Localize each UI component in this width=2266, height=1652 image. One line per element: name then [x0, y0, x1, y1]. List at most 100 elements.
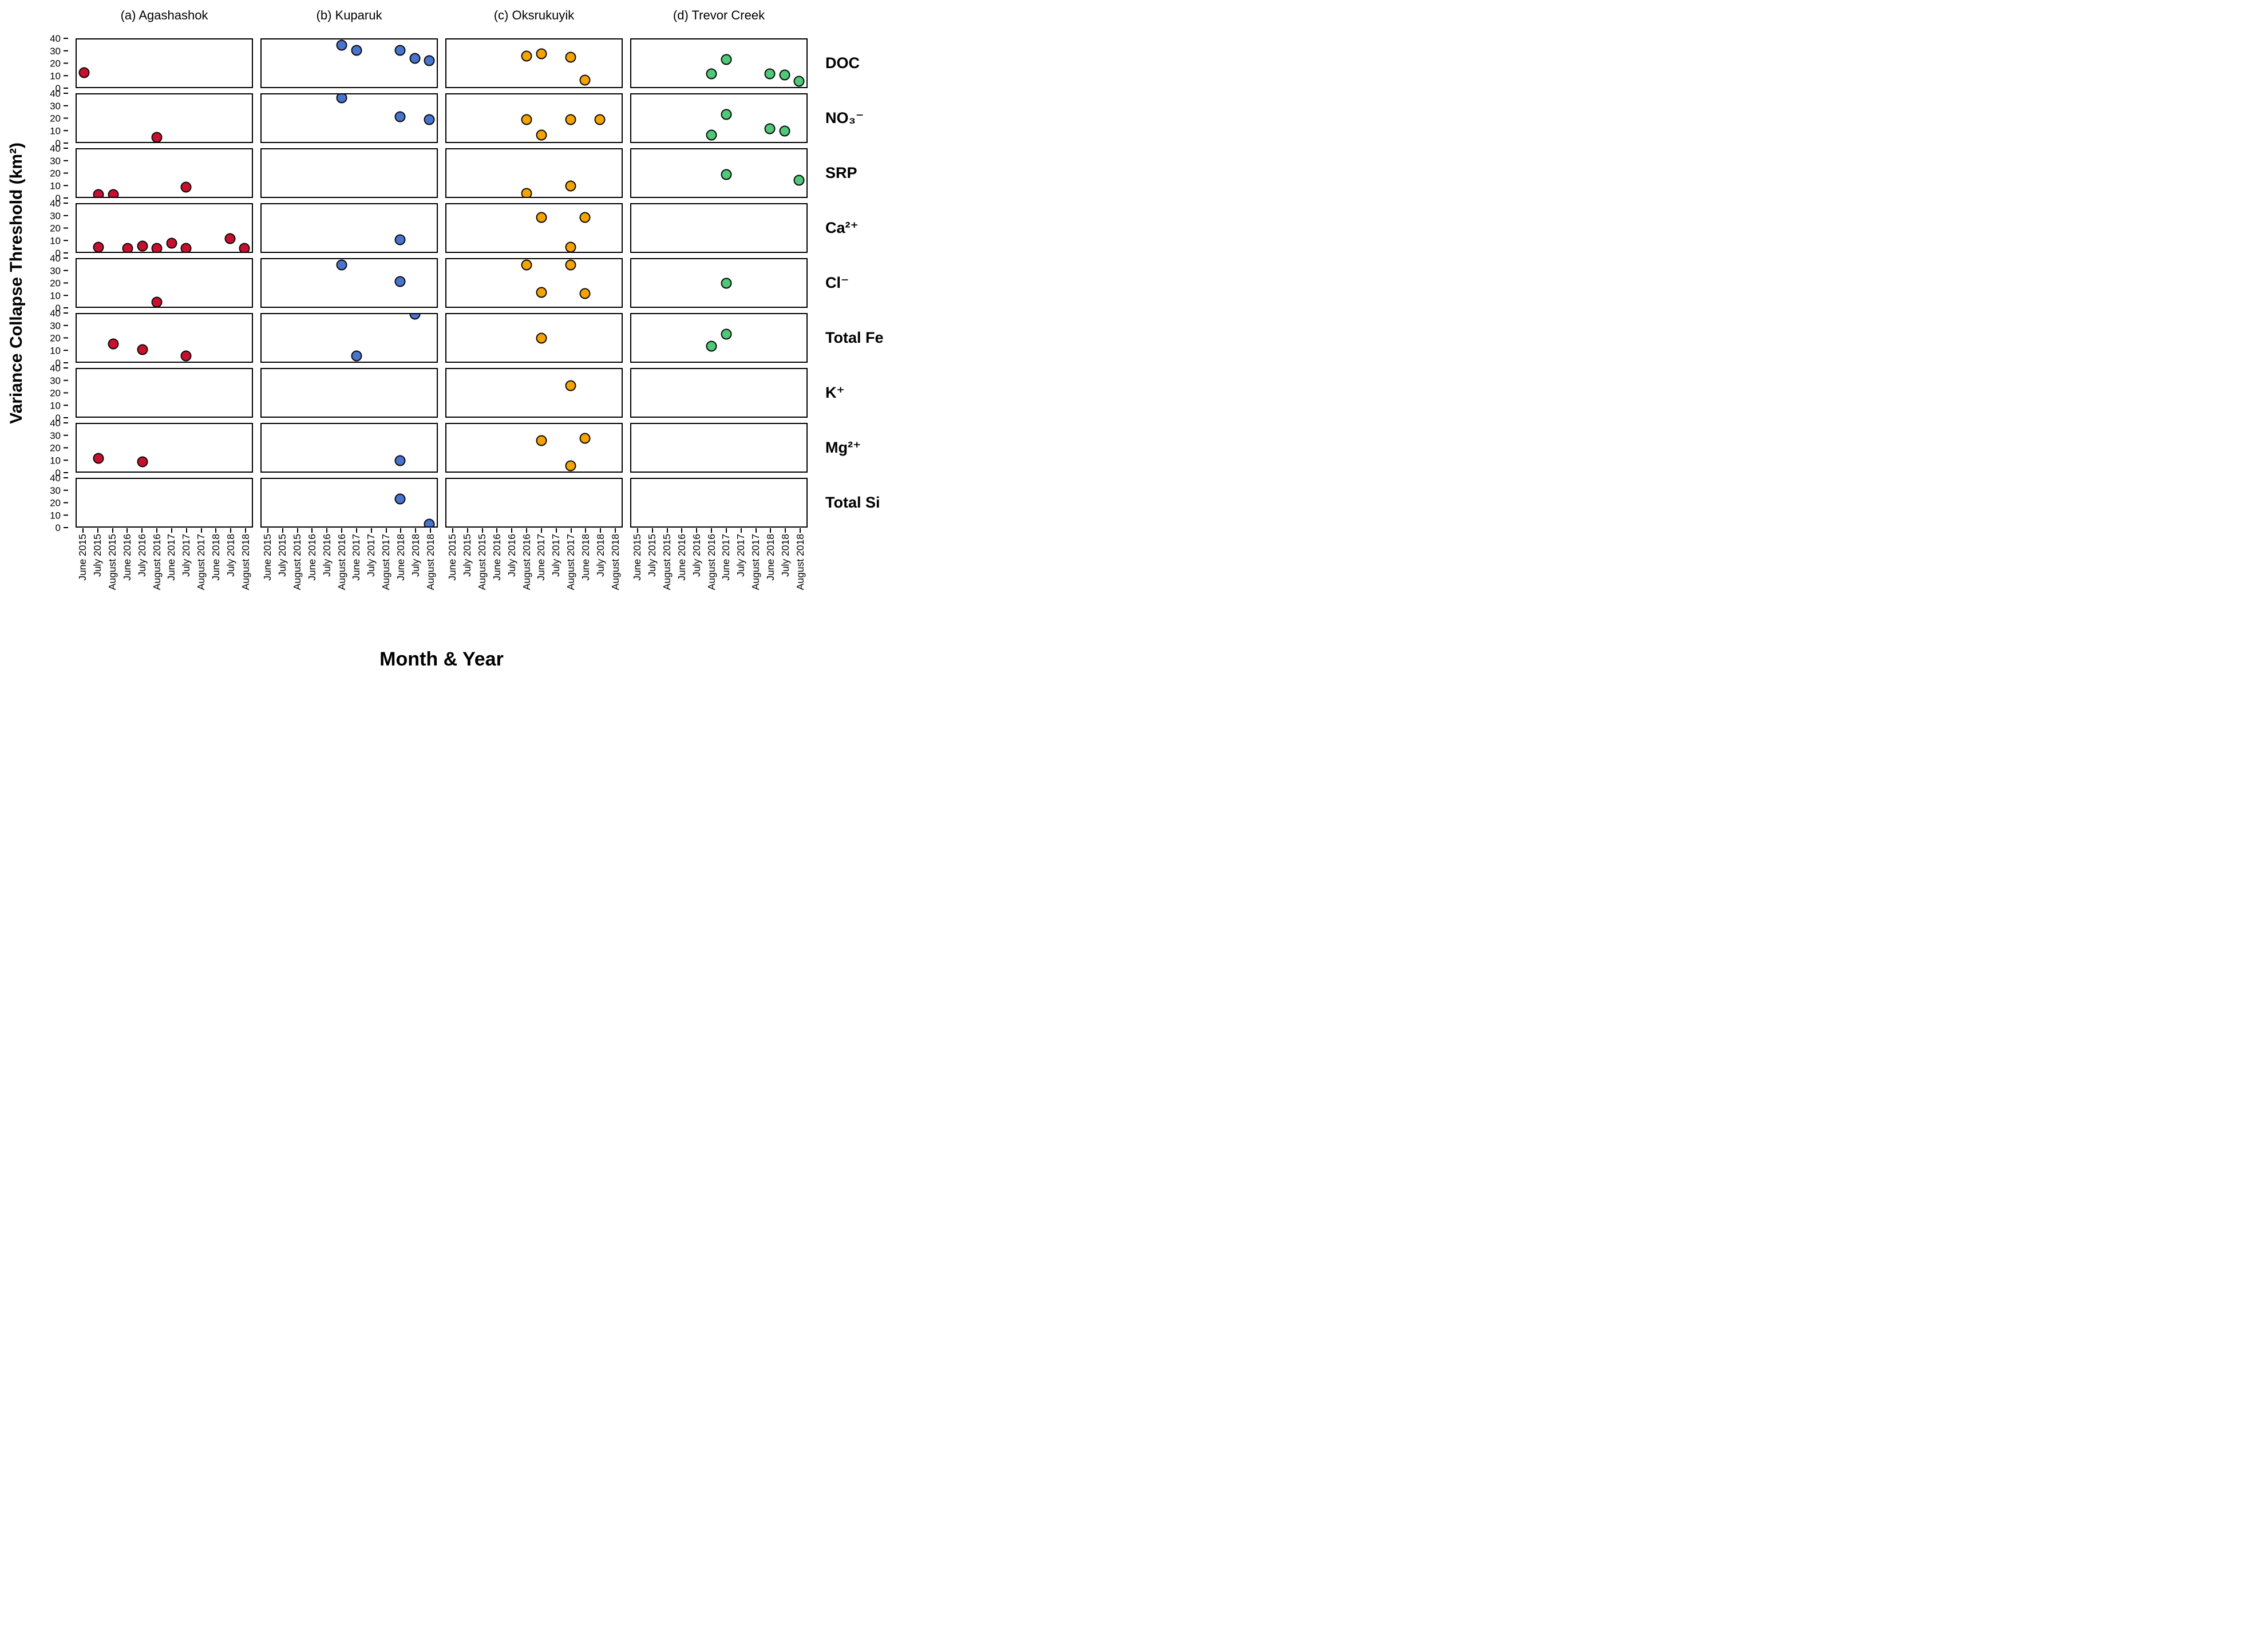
y-tick-label: 20: [50, 278, 61, 289]
panel-oksrukuyik-doc: [445, 38, 623, 88]
row-label-srp: SRP: [815, 148, 912, 198]
data-point: [536, 287, 547, 298]
y-tick-label: 0: [56, 303, 61, 314]
x-tick-label-text: July 2015: [461, 534, 473, 577]
data-point: [521, 50, 532, 62]
data-point: [93, 453, 104, 464]
x-tick-mark: [282, 528, 283, 533]
x-tick-label-text: June 2016: [491, 534, 503, 581]
x-axis-ticks-agashashok: June 2015 July 2015 August 2015 June 2016 Ju…: [76, 528, 253, 630]
x-tick-mark: [156, 528, 158, 533]
x-tick-label: July 2018: [408, 532, 423, 624]
x-tick-mark: [415, 528, 417, 533]
panel-kuparuk-si: [260, 478, 438, 528]
row-label-ca: Ca²⁺: [815, 203, 912, 253]
x-tick-label: July 2016: [319, 532, 334, 624]
data-point: [180, 350, 192, 362]
data-point: [565, 180, 576, 192]
x-tick-mark: [171, 528, 172, 533]
x-tick-label: August 2018: [793, 532, 808, 624]
y-tick-label: 10: [50, 400, 61, 411]
x-axis-ticks-trevor_creek: June 2015 July 2015 August 2015 June 2016 Ju…: [630, 528, 808, 630]
x-tick-label: June 2015: [445, 532, 460, 624]
x-tick-mark: [326, 528, 328, 533]
data-point: [779, 69, 790, 81]
x-tick-mark: [540, 528, 542, 533]
x-tick-mark: [755, 528, 757, 533]
data-point: [721, 169, 732, 180]
panel-trevor_creek-doc: [630, 38, 808, 88]
panel-kuparuk-cl: [260, 258, 438, 308]
y-tick-label: 0: [56, 522, 61, 533]
data-point: [779, 125, 790, 137]
x-tick-label: July 2018: [593, 532, 608, 624]
x-tick-mark: [785, 528, 786, 533]
x-tick-label-text: June 2016: [121, 534, 133, 581]
x-tick-mark: [97, 528, 98, 533]
x-tick-label: July 2015: [275, 532, 290, 624]
y-axis-title: Variance Collapse Threshold (km²): [3, 38, 30, 528]
x-tick-mark: [636, 528, 638, 533]
data-point: [180, 181, 192, 193]
y-tick-label: 30: [50, 211, 61, 221]
x-tick-mark: [215, 528, 217, 533]
x-tick-label-text: June 2015: [77, 534, 89, 581]
x-tick-mark: [585, 528, 587, 533]
y-tick-label: 40: [50, 418, 61, 429]
panel-oksrukuyik-cl: [445, 258, 623, 308]
data-point: [793, 76, 805, 87]
panel-agashashok-cl: [76, 258, 253, 308]
row-label-text: Cl⁻: [825, 274, 849, 291]
x-tick-label-text: August 2018: [424, 534, 436, 591]
panel-oksrukuyik-k: [445, 368, 623, 418]
y-axis-ticks-si: 40 30 20 10 0: [37, 473, 68, 533]
x-tick-label: July 2015: [90, 532, 105, 624]
data-point: [565, 380, 576, 391]
x-tick-label: July 2017: [364, 532, 379, 624]
data-point: [151, 296, 163, 307]
data-point: [706, 129, 717, 141]
x-tick-mark: [681, 528, 683, 533]
data-point: [536, 129, 547, 141]
x-tick-mark: [385, 528, 387, 533]
x-tick-mark: [696, 528, 698, 533]
row-label-text: Ca²⁺: [825, 219, 859, 236]
x-tick-mark: [666, 528, 668, 533]
data-point: [764, 68, 776, 80]
x-tick-label: August 2018: [608, 532, 623, 624]
x-tick-label-text: August 2015: [476, 534, 488, 591]
row-label-text: Total Fe: [825, 329, 884, 346]
panel-trevor_creek-srp: [630, 148, 808, 198]
x-tick-mark: [511, 528, 513, 533]
panel-oksrukuyik-no3: [445, 93, 623, 143]
x-tick-label-text: June 2017: [350, 534, 362, 581]
data-point: [151, 243, 163, 252]
x-tick-label-text: August 2015: [106, 534, 118, 591]
panel-trevor_creek-si: [630, 478, 808, 528]
x-tick-label-text: July 2016: [690, 534, 702, 577]
x-tick-mark: [600, 528, 602, 533]
panel-trevor_creek-mg: [630, 423, 808, 473]
data-point: [224, 233, 236, 244]
x-tick-label: June 2015: [260, 532, 275, 624]
y-tick-label: 40: [50, 363, 61, 374]
x-tick-label: August 2016: [334, 532, 349, 624]
row-label-fe: Total Fe: [815, 313, 912, 363]
panel-agashashok-ca: [76, 203, 253, 253]
x-tick-label-text: August 2015: [661, 534, 673, 591]
x-tick-label: June 2015: [630, 532, 645, 624]
x-tick-label-text: August 2017: [750, 534, 762, 591]
data-point: [239, 243, 250, 252]
x-tick-label: August 2016: [519, 532, 534, 624]
x-tick-label: June 2017: [349, 532, 364, 624]
data-point: [93, 241, 104, 252]
data-point: [137, 344, 148, 355]
data-point: [565, 259, 576, 271]
x-tick-mark: [770, 528, 772, 533]
row-label-cl: Cl⁻: [815, 258, 912, 308]
x-tick-mark: [740, 528, 742, 533]
data-point: [394, 234, 406, 245]
data-point: [394, 111, 406, 122]
